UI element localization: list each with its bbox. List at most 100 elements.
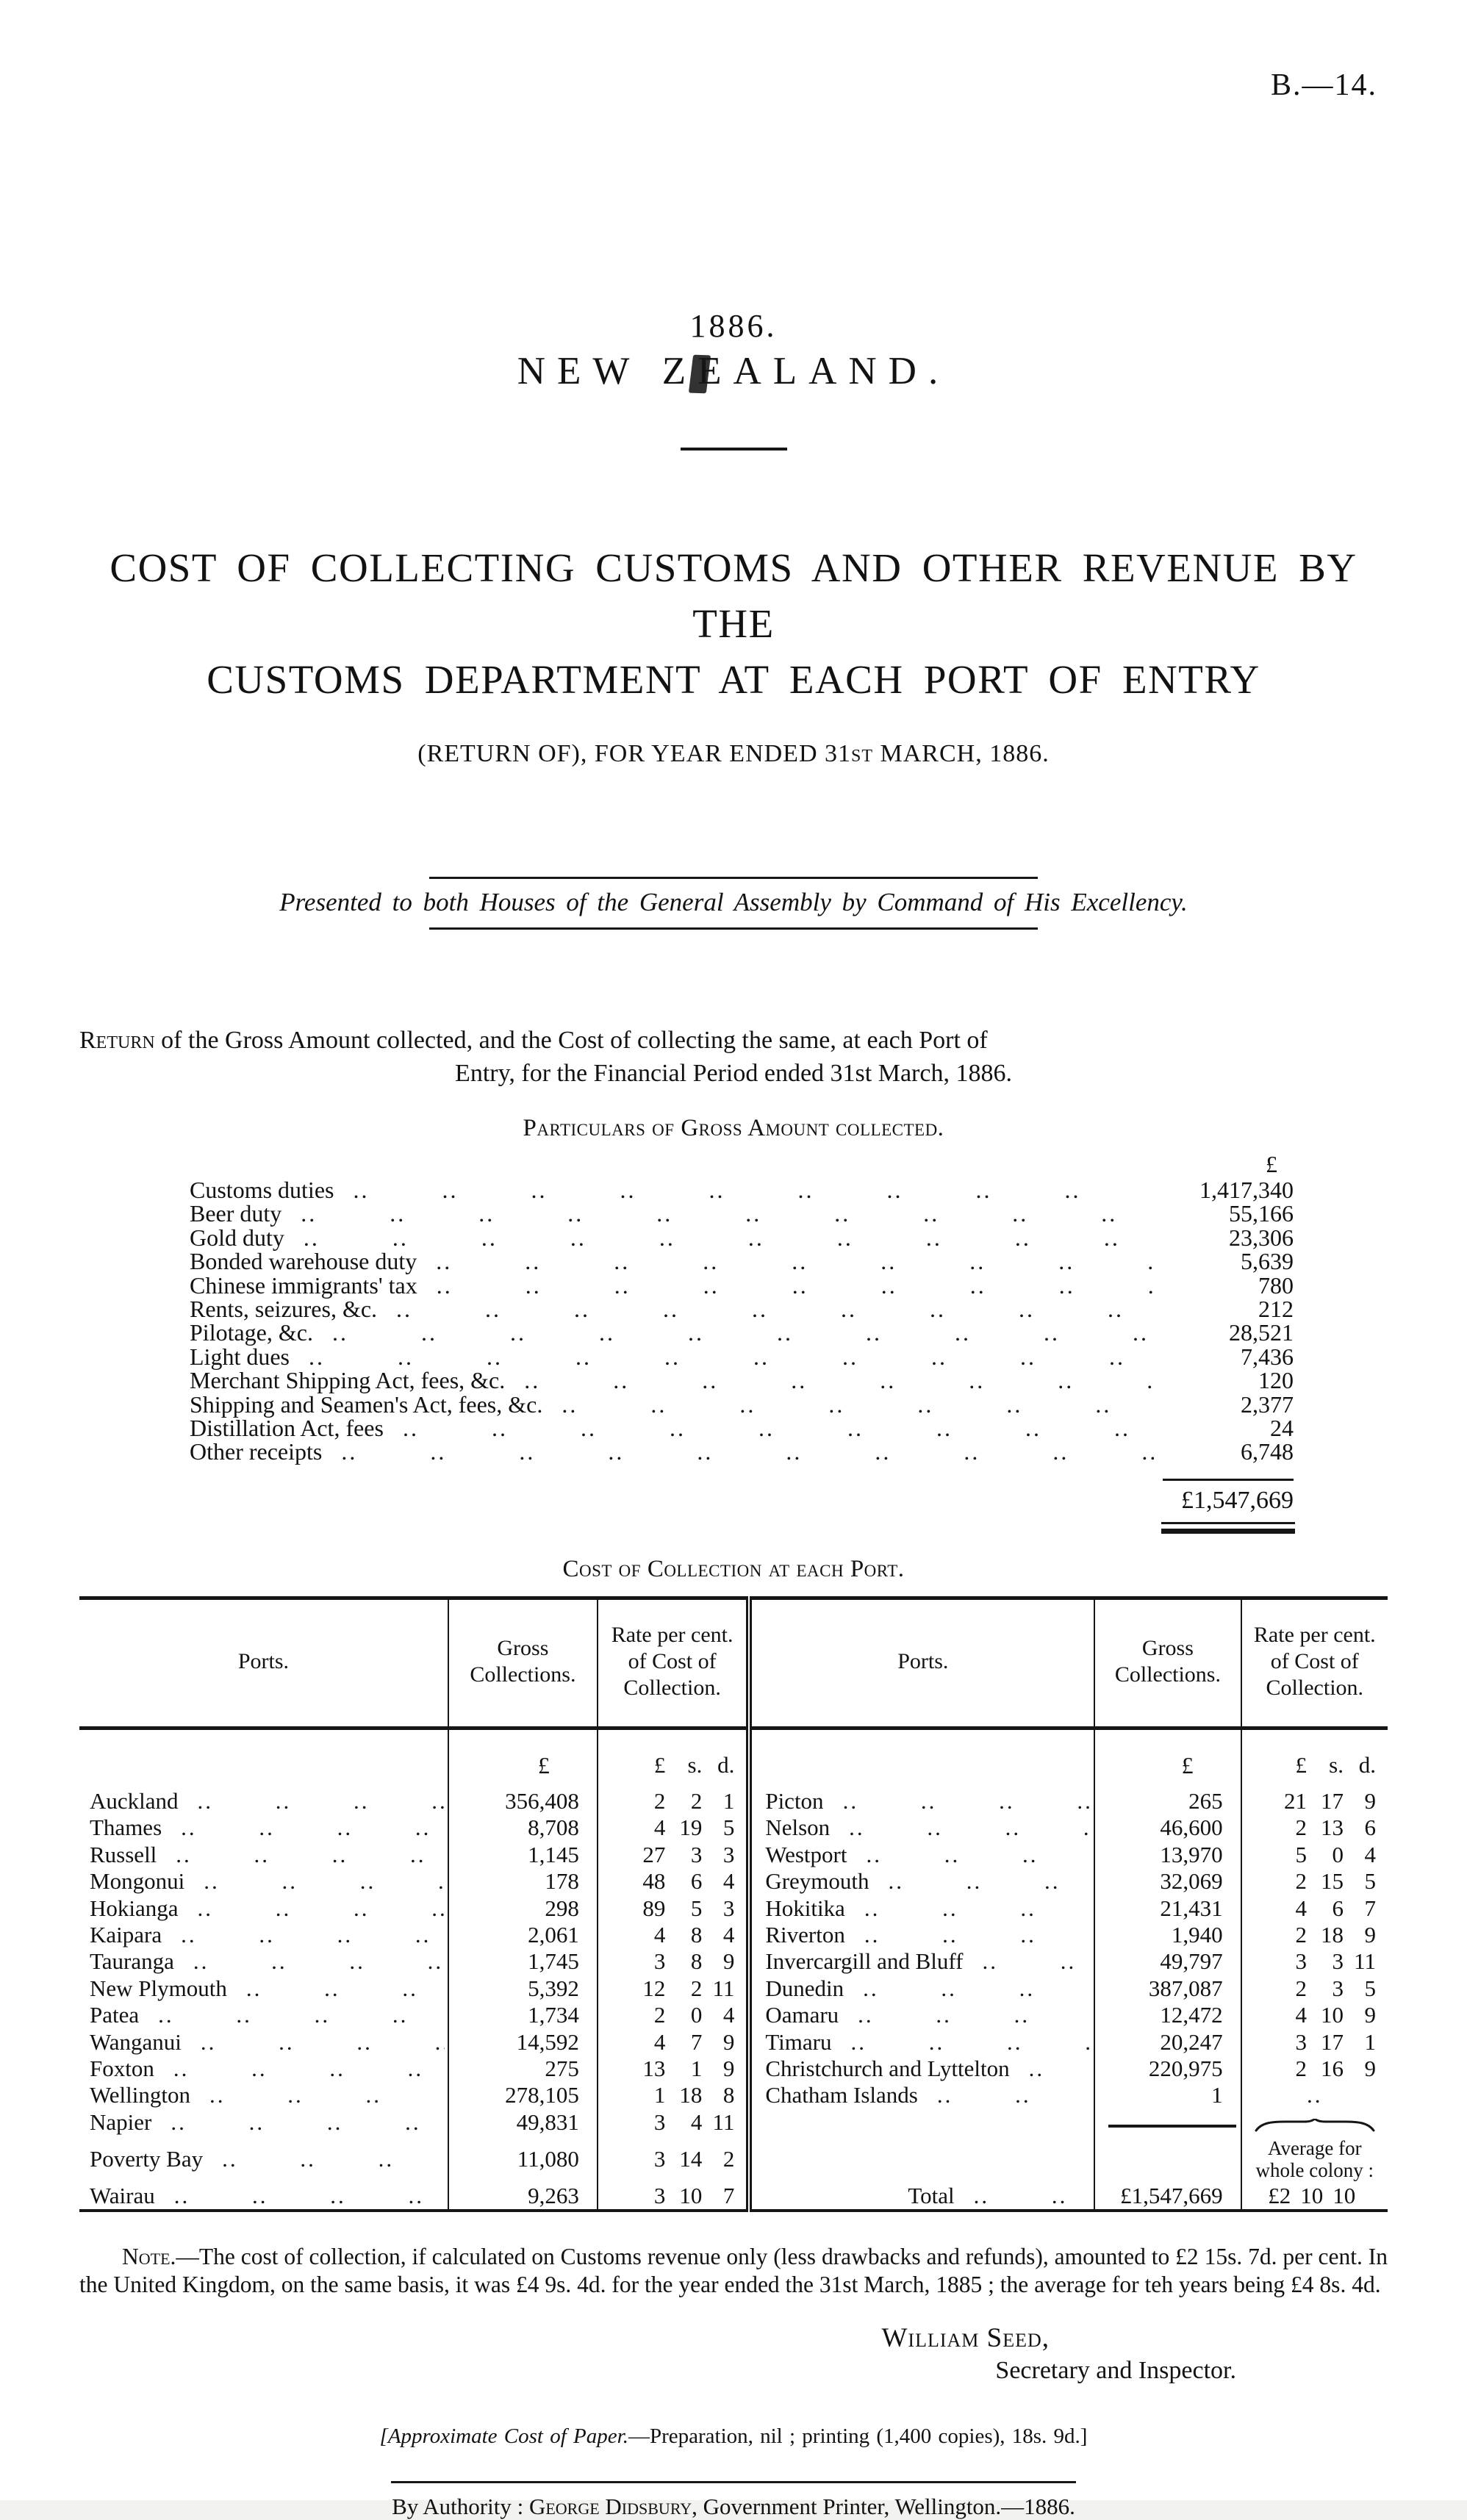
dot-leader: .. .. .. .. .. .. .. .. .. .. .. .. .. .… [209,2082,445,2108]
rate-value: 3 17 1 [1295,2028,1377,2055]
return-lead: Return [79,1027,155,1054]
dot-leader: .. .. .. .. .. .. .. .. .. .. .. .. .. .… [158,2002,445,2028]
port-label: Thames [90,1814,162,1841]
port-label: New Plymouth [90,1975,227,2001]
rate-value: 3 10 7 [653,2183,735,2209]
dot-leader: .. .. .. .. .. .. .. .. .. .. .. .. .. .… [850,2028,1091,2055]
authority-prefix: By Authority : [392,2493,529,2519]
col-header-ports: Ports. [746,1598,1095,1730]
authority-line: By Authority : George Didsbury, Governme… [79,2494,1388,2520]
dot-leader: .. .. .. .. .. .. .. .. .. .. .. .. .. .… [331,1321,1154,1345]
rate-value: 3 4 11 [653,2108,735,2135]
port-label: Hokitika [765,1895,845,1921]
main-title-line2: CUSTOMS DEPARTMENT AT EACH PORT OF ENTRY [207,657,1260,702]
item-label: Pilotage, &c. [190,1319,313,1346]
gross-value: 32,069 [1160,1868,1223,1895]
particulars-list: Customs duties.. .. .. .. .. .. .. .. ..… [190,1178,1388,1464]
dot-leader: .. .. .. .. .. .. .. .. .. .. .. .. .. .… [866,1841,1091,1867]
gross-value: 49,831 [516,2108,579,2135]
pound-subheader: £ [1094,1728,1241,1788]
item-label: Beer duty [190,1200,282,1227]
col-header-rate: Rate per cent. of Cost of Collection. [1240,1598,1388,1730]
rate-value: 4 19 5 [653,1814,735,1841]
gross-value: 356,408 [505,1788,579,1814]
item-value: 28,521 [1229,1319,1294,1346]
note-paragraph: Note.—The cost of collection, if calcula… [79,2243,1388,2299]
gross-value: 11,080 [517,2145,579,2172]
dot-leader: .. .. .. .. .. .. .. .. .. .. .. .. .. .… [222,2145,445,2172]
item-value: 212 [1258,1296,1294,1323]
port-label: Auckland [90,1788,179,1814]
rate-value: 2 18 9 [1295,1922,1377,1948]
dot-leader: .. .. .. .. .. .. .. .. .. .. .. .. .. .… [562,1392,1154,1417]
port-label: Dunedin [765,1975,844,2001]
total-rule [1108,2124,1236,2128]
dot-leader: .. .. .. .. .. .. .. .. .. .. .. .. .. .… [197,1788,445,1814]
average-label: Average for whole colony : [1255,2136,1374,2181]
list-item: Merchant Shipping Act, fees, &c. .. .. ..… [190,1367,1294,1394]
dot-leader: .. .. .. .. .. .. .. .. .. .. .. .. .. .… [936,2082,1091,2108]
particulars-heading: Particulars of Gross Amount collected. [523,1115,944,1141]
item-label: Bonded warehouse duty [190,1248,417,1275]
divider-rule [680,448,787,450]
table-row: Russell .. .. .. .. .. .. .. .. .. .. .. … [79,1841,1388,1869]
pound-subheader: £ [447,1728,598,1788]
dot-leader: .. .. .. .. .. .. .. .. .. .. .. .. .. .… [864,1922,1091,1948]
gross-value: 49,797 [1160,1948,1223,1975]
gross-value: 275 [545,2055,579,2081]
dot-leader: .. .. .. .. .. .. .. .. .. .. .. .. .. .… [197,1895,445,1921]
port-label: Christchurch and Lyttelton [765,2055,1010,2081]
currency-symbol: £ [1266,1151,1277,1177]
rate-value: 27 3 3 [642,1841,735,1867]
main-title: COST OF COLLECTING CUSTOMS AND OTHER REV… [79,540,1388,708]
port-label: Invercargill and Bluff [765,1948,964,1975]
port-label: Nelson [765,1814,831,1841]
table-row: Foxton .. .. .. .. .. .. .. .. .. .. .. .… [79,2055,1388,2083]
gross-value: 8,708 [528,1814,579,1841]
port-label: Tauranga [90,1948,174,1975]
note-text: —The cost of collection, if calculated o… [79,2244,1388,2298]
table-row: Poverty Bay .. .. .. .. .. .. .. .. .. ..… [79,2135,1388,2183]
authority-rest: , Government Printer, Wellington.—1886. [692,2493,1075,2519]
list-item: Light dues .. .. .. .. .. .. .. .. .. .. … [190,1343,1294,1370]
rate-value: 12 2 11 [642,1975,735,2001]
table-row: Auckland .. .. .. .. .. .. .. .. .. .. ..… [79,1787,1388,1815]
rate-value: 2 16 9 [1295,2055,1377,2081]
item-value: 55,166 [1229,1200,1294,1227]
return-line2: Entry, for the Financial Period ended 31… [455,1060,1012,1087]
item-value: 5,639 [1241,1248,1294,1275]
dot-leader: .. .. .. .. .. .. .. .. .. .. .. .. .. .… [308,1344,1154,1369]
table-row: Wanganui .. .. .. .. .. .. .. .. .. .. ..… [79,2028,1388,2056]
authority-printer-name: George Didsbury [528,2493,692,2519]
return-rest: of the Gross Amount collected, and the C… [154,1027,988,1054]
dot-leader: .. .. .. .. .. .. .. .. .. .. .. .. .. .… [864,1895,1091,1921]
signature-role: Secretary and Inspector. [995,2356,1236,2384]
table-row: Wairau .. .. .. .. .. .. .. .. .. .. .. .… [79,2182,1388,2211]
port-label: Mongonui [90,1868,185,1895]
dot-leader: .. .. .. .. .. .. .. .. .. .. .. .. .. .… [173,2183,445,2209]
list-item: Distillation Act, fees .. .. .. .. .. .. … [190,1416,1294,1440]
item-value: 7,436 [1241,1343,1294,1370]
dot-leader: .. .. .. .. .. .. .. .. .. .. .. .. .. .… [1028,2055,1091,2081]
table-row: Hokianga .. .. .. .. .. .. .. .. .. .. ..… [79,1895,1388,1922]
return-paragraph: Return of the Gross Amount collected, an… [79,1024,1388,1090]
gross-value: 265 [1188,1788,1223,1814]
port-label: Westport [765,1841,847,1867]
item-label: Light dues [190,1343,290,1370]
divider-rule [391,2480,1076,2483]
item-value: 120 [1258,1367,1294,1394]
dot-leader: .. .. .. .. .. .. .. .. .. .. .. .. .. .… [402,1416,1154,1440]
col-header-ports: Ports. [79,1598,448,1730]
gross-value: 298 [545,1895,579,1921]
list-item: Customs duties .. .. .. .. .. .. .. .. ..… [190,1178,1294,1202]
list-item: Pilotage, &c. .. .. .. .. .. .. .. .. .. … [190,1319,1294,1346]
gross-value: 1 [1211,2082,1223,2108]
gross-value: 220,975 [1148,2055,1223,2081]
port-label: Wellington [90,2082,190,2108]
port-label: Patea [90,2002,140,2028]
gross-value: 387,087 [1148,1975,1223,2001]
